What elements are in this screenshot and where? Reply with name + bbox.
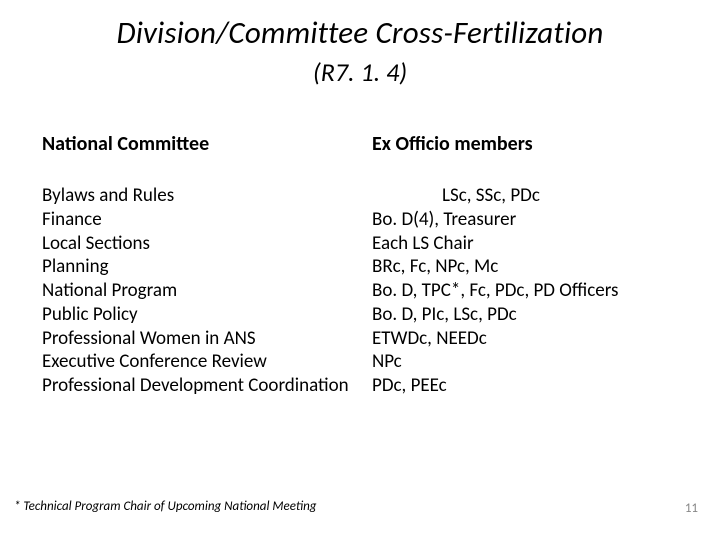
footnote: * Technical Program Chair of Upcoming Na… xyxy=(14,499,316,514)
column-header-left: National Committee xyxy=(42,132,372,156)
table-row: Bylaws and Rules xyxy=(42,184,372,208)
table-row: Public Policy xyxy=(42,303,372,327)
column-left: National Committee Bylaws and Rules Fina… xyxy=(42,132,372,398)
page-number: 11 xyxy=(685,501,698,516)
slide-subtitle: (R7. 1. 4) xyxy=(0,56,720,88)
slide-title: Division/Committee Cross-Fertilization xyxy=(0,0,720,52)
table-row: PDc, PEEc xyxy=(372,374,682,398)
table-row: Finance xyxy=(42,208,372,232)
table-row: Professional Women in ANS xyxy=(42,327,372,351)
table-row: Each LS Chair xyxy=(372,232,682,256)
table-row: National Program xyxy=(42,279,372,303)
table-row: Professional Development Coordination xyxy=(42,374,372,398)
table-row: Bo. D, PIc, LSc, PDc xyxy=(372,303,682,327)
table-row: Local Sections xyxy=(42,232,372,256)
table-row: NPc xyxy=(372,350,682,374)
table-row: LSc, SSc, PDc xyxy=(372,184,682,208)
table-row: Executive Conference Review xyxy=(42,350,372,374)
column-header-right: Ex Officio members xyxy=(372,132,682,156)
table-row: ETWDc, NEEDc xyxy=(372,327,682,351)
table-row: Bo. D, TPC*, Fc, PDc, PD Officers xyxy=(372,279,682,303)
table-row: Bo. D(4), Treasurer xyxy=(372,208,682,232)
table-row: BRc, Fc, NPc, Mc xyxy=(372,255,682,279)
column-right: Ex Officio members LSc, SSc, PDc Bo. D(4… xyxy=(372,132,682,398)
table-row: Planning xyxy=(42,255,372,279)
content-columns: National Committee Bylaws and Rules Fina… xyxy=(0,132,720,398)
